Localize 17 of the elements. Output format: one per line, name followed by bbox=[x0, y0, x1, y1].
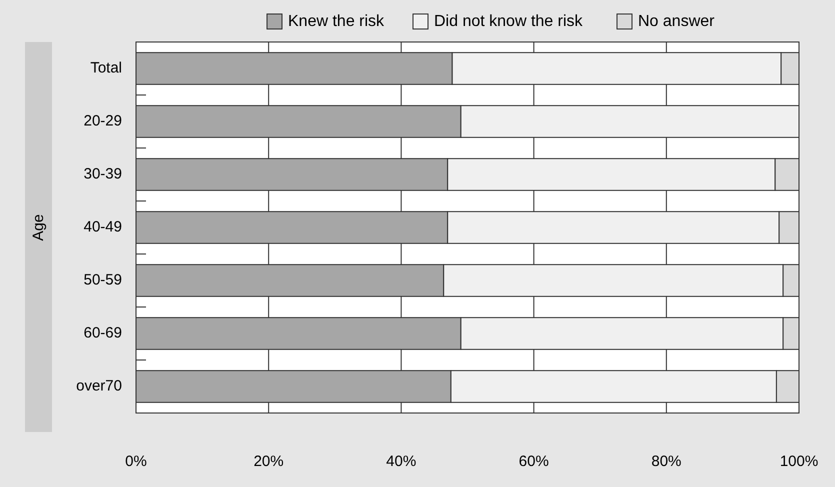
y-tick-label: over70 bbox=[76, 377, 122, 394]
y-tick-label: 30-39 bbox=[84, 165, 122, 182]
y-tick-label: 20-29 bbox=[84, 112, 122, 130]
x-tick-label: 0% bbox=[125, 453, 147, 470]
x-tick-label: 40% bbox=[386, 453, 416, 470]
y-tick-label: Total bbox=[90, 59, 122, 76]
legend-label: Knew the risk bbox=[288, 13, 386, 30]
legend-label: No answer bbox=[638, 13, 716, 30]
y-axis-title: Age bbox=[30, 214, 47, 241]
y-tick-label: 60-69 bbox=[84, 324, 122, 342]
x-tick-label: 100% bbox=[780, 453, 818, 470]
y-tick-label: 40-49 bbox=[84, 218, 122, 236]
y-tick-label: 50-59 bbox=[84, 271, 122, 288]
x-tick-label: 80% bbox=[651, 453, 682, 470]
x-tick-label: 20% bbox=[254, 453, 284, 470]
legend-label: Did not know the risk bbox=[434, 13, 584, 30]
x-tick-label: 60% bbox=[518, 453, 549, 470]
